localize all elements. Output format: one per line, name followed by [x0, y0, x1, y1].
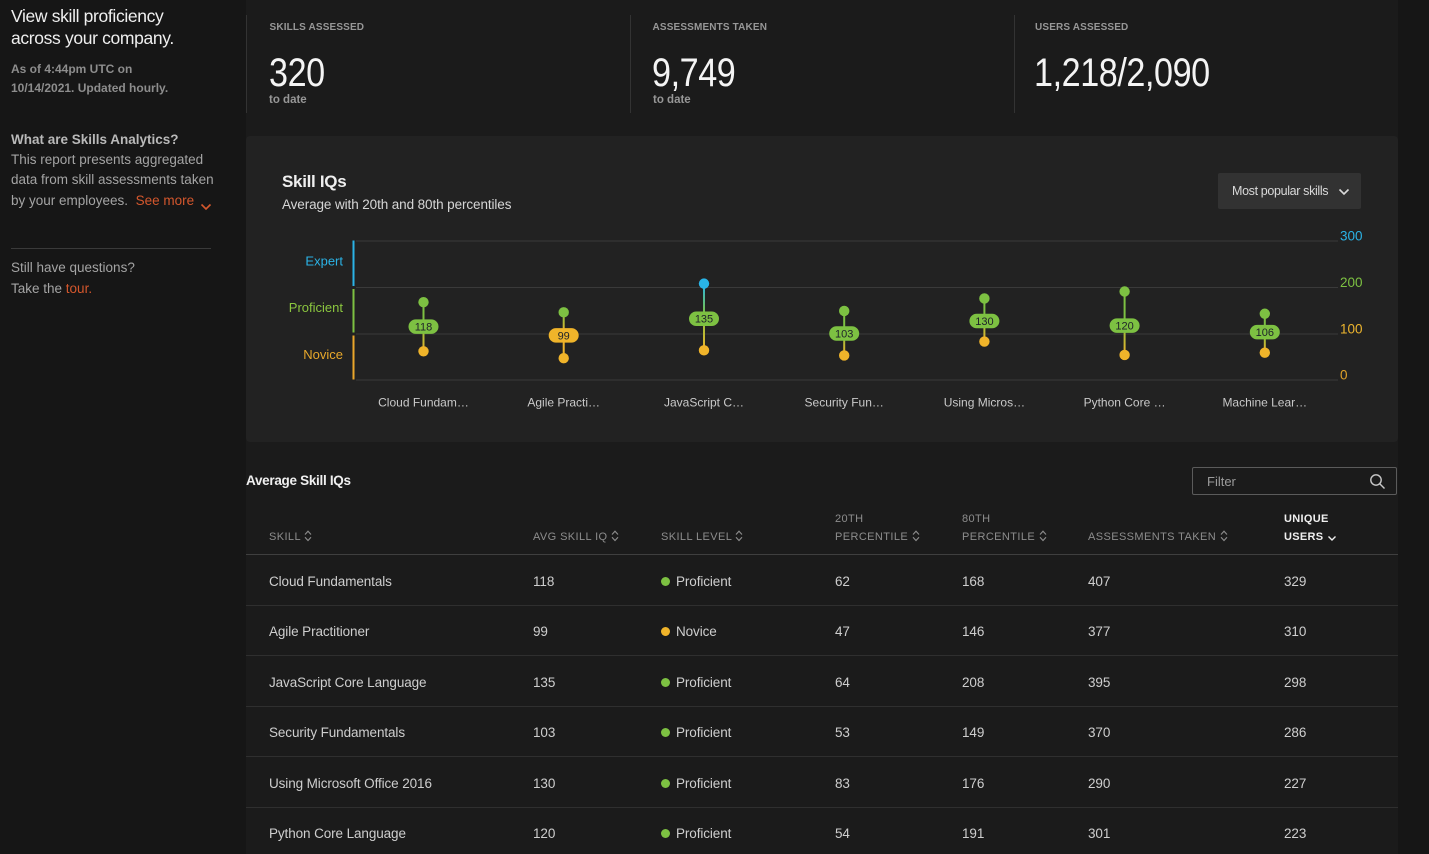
svg-text:JavaScript C…: JavaScript C…: [664, 395, 744, 409]
svg-text:Novice: Novice: [303, 347, 343, 362]
svg-text:Security Fun…: Security Fun…: [805, 395, 884, 409]
svg-text:Cloud Fundam…: Cloud Fundam…: [378, 395, 469, 409]
svg-text:Proficient: Proficient: [289, 300, 344, 315]
svg-text:100: 100: [1340, 322, 1363, 337]
svg-text:Agile Practi…: Agile Practi…: [527, 395, 600, 409]
svg-text:Expert: Expert: [305, 254, 343, 269]
svg-text:Using Micros…: Using Micros…: [944, 395, 1025, 409]
svg-text:120: 120: [1115, 321, 1133, 333]
svg-text:Machine Lear…: Machine Lear…: [1222, 395, 1307, 409]
svg-text:106: 106: [1256, 327, 1274, 339]
svg-text:103: 103: [835, 328, 853, 340]
svg-text:130: 130: [975, 316, 993, 328]
svg-text:200: 200: [1340, 275, 1363, 290]
svg-text:99: 99: [558, 330, 570, 342]
svg-text:118: 118: [415, 322, 433, 334]
svg-text:300: 300: [1340, 229, 1363, 244]
svg-text:Python Core …: Python Core …: [1084, 395, 1166, 409]
svg-text:0: 0: [1340, 368, 1348, 383]
svg-text:135: 135: [695, 314, 713, 326]
